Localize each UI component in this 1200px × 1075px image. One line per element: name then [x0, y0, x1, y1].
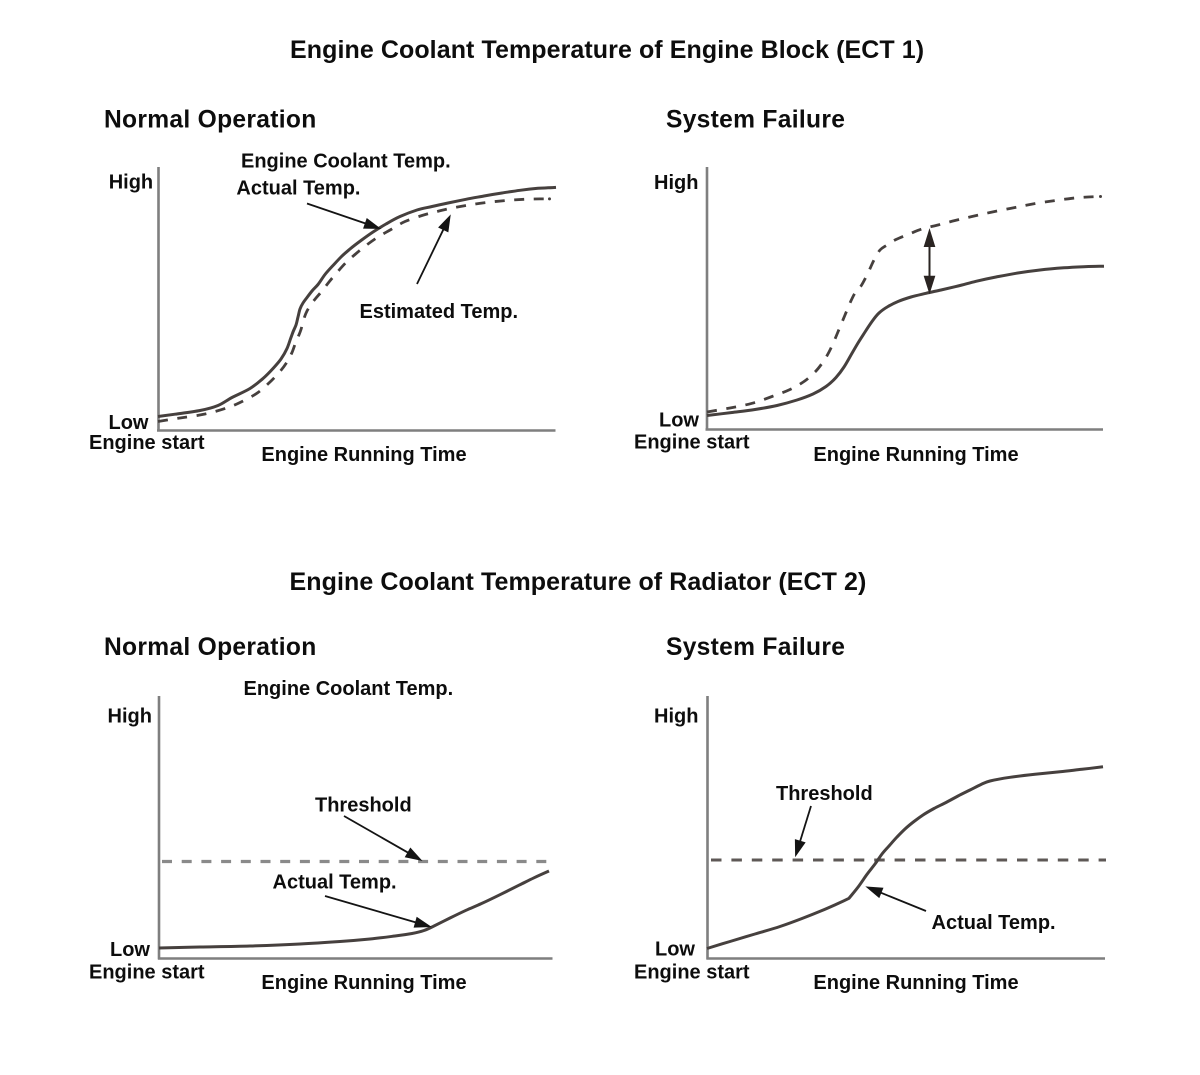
- svg-text:Actual Temp.: Actual Temp.: [236, 177, 360, 199]
- svg-text:Engine Running Time: Engine Running Time: [261, 444, 466, 466]
- svg-text:System Failure: System Failure: [666, 634, 845, 661]
- svg-text:Estimated Temp.: Estimated Temp.: [360, 301, 519, 323]
- svg-text:Threshold: Threshold: [776, 783, 873, 805]
- svg-text:High: High: [654, 172, 698, 194]
- svg-text:High: High: [109, 171, 153, 193]
- svg-text:Engine start: Engine start: [634, 432, 750, 454]
- svg-text:Engine Coolant Temperature of: Engine Coolant Temperature of Engine Blo…: [290, 36, 924, 64]
- svg-text:Low: Low: [109, 412, 149, 434]
- svg-text:Engine Coolant Temperature of: Engine Coolant Temperature of Radiator (…: [290, 568, 867, 596]
- svg-text:Actual Temp.: Actual Temp.: [932, 912, 1056, 934]
- svg-text:Engine Running Time: Engine Running Time: [261, 972, 466, 994]
- svg-text:Engine start: Engine start: [634, 962, 750, 984]
- svg-text:High: High: [108, 706, 152, 728]
- svg-text:High: High: [654, 706, 698, 728]
- svg-text:Engine start: Engine start: [89, 432, 205, 454]
- svg-text:System Failure: System Failure: [666, 107, 845, 134]
- svg-text:Engine Coolant Temp.: Engine Coolant Temp.: [241, 151, 451, 173]
- svg-text:Engine Running Time: Engine Running Time: [813, 972, 1018, 994]
- svg-text:Engine Running Time: Engine Running Time: [813, 444, 1018, 466]
- svg-text:Threshold: Threshold: [315, 795, 412, 817]
- svg-text:Low: Low: [659, 410, 699, 432]
- svg-text:Engine start: Engine start: [89, 962, 205, 984]
- svg-text:Normal Operation: Normal Operation: [104, 634, 317, 661]
- svg-text:Normal Operation: Normal Operation: [104, 107, 317, 134]
- svg-text:Low: Low: [110, 939, 150, 961]
- svg-text:Engine Coolant Temp.: Engine Coolant Temp.: [244, 678, 454, 700]
- svg-text:Actual Temp.: Actual Temp.: [273, 872, 397, 894]
- svg-text:Low: Low: [655, 939, 695, 961]
